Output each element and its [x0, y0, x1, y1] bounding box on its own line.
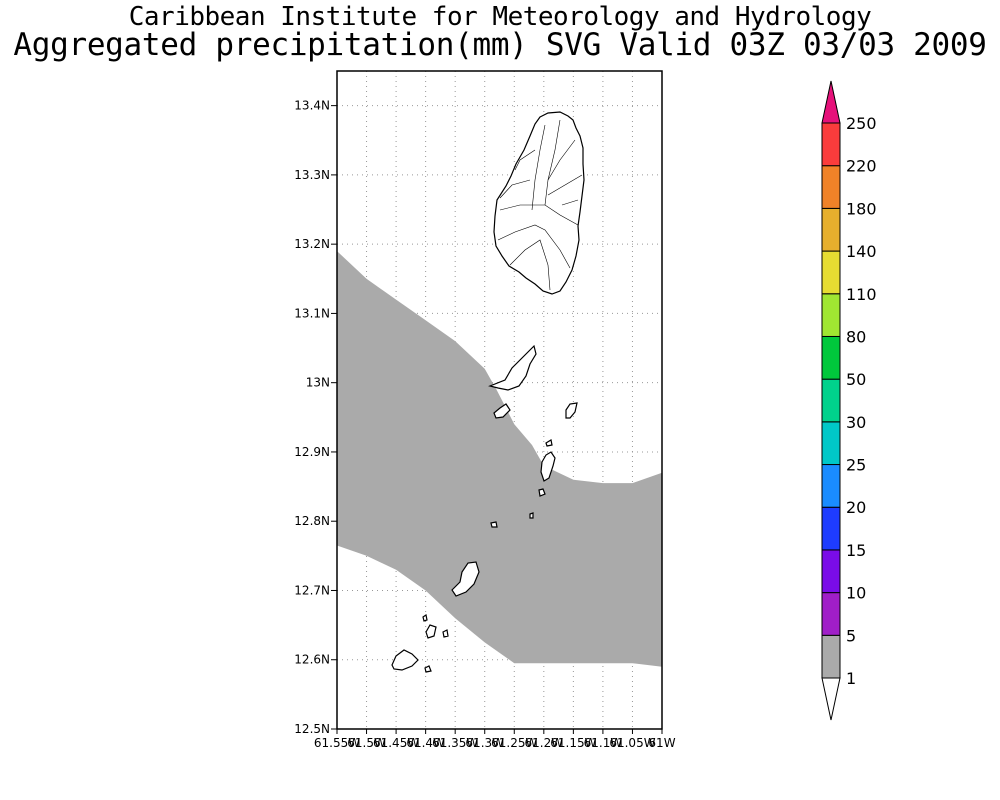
colorbar-label: 5 — [846, 626, 856, 645]
colorbar-label: 25 — [846, 456, 866, 475]
lat-tick-label: 13.3N — [294, 168, 330, 182]
latitude-axis: 12.5N 12.6N 12.7N 12.8N 12.9N 13N 13.1N 13.2N 13… — [294, 99, 337, 736]
lon-tick-label: 61.5W — [347, 736, 386, 750]
lon-tick-label: 61.45W — [373, 736, 419, 750]
colorbar-label: 50 — [846, 370, 866, 389]
small-isle-1 — [545, 439, 553, 447]
small-isle-4 — [442, 629, 449, 638]
colorbar-label: 30 — [846, 413, 866, 432]
colorbar-segment — [821, 378, 841, 423]
colorbar-label: 1 — [846, 669, 856, 688]
precipitation-band — [337, 251, 662, 667]
lat-tick-label: 12.9N — [294, 445, 330, 459]
colorbar-label: 10 — [846, 584, 866, 603]
mayreau-island — [540, 451, 556, 482]
union-island — [538, 488, 546, 497]
colorbar-label: 140 — [846, 242, 877, 261]
colorbar-label: 220 — [846, 157, 877, 176]
colorbar-label: 110 — [846, 285, 877, 304]
longitude-axis: 61.55W61.5W61.45W61.4W61.35W61.3W61.25W6… — [314, 729, 676, 750]
canouan-island — [565, 402, 578, 419]
map-frame — [336, 70, 663, 730]
lon-tick-label: 61.3W — [465, 736, 504, 750]
carriacou-island — [451, 561, 480, 597]
small-isle-2 — [490, 521, 498, 528]
island-outlines — [391, 111, 585, 673]
colorbar-segment — [821, 293, 841, 337]
colorbar-label: 250 — [846, 114, 877, 133]
lat-tick-label: 12.7N — [294, 583, 330, 597]
small-isle-5 — [424, 665, 432, 673]
lat-tick-label: 12.8N — [294, 514, 330, 528]
colorbar-over-triangle — [821, 80, 841, 124]
small-isle-6 — [422, 614, 428, 622]
colorbar-segment — [821, 207, 841, 252]
lon-tick-label: 61.55W — [314, 736, 360, 750]
small-isle-3 — [529, 512, 534, 519]
lon-tick-label: 61.1W — [584, 736, 623, 750]
lat-tick-label: 12.5N — [294, 722, 330, 736]
colorbar-label: 15 — [846, 541, 866, 560]
colorbar-segment — [821, 335, 841, 380]
petite-martinique-island — [425, 624, 437, 639]
lat-tick-label: 13.4N — [294, 99, 330, 113]
colorbar-segment — [821, 165, 841, 209]
lon-tick-label: 61.15W — [550, 736, 596, 750]
colorbar-segment — [821, 506, 841, 551]
colorbar-segment — [821, 122, 841, 167]
ronde-island — [391, 649, 419, 671]
mustique-island — [493, 403, 511, 419]
colorbar-segment — [821, 464, 841, 508]
lon-tick-label: 61.35W — [432, 736, 478, 750]
colorbar-segment — [821, 634, 841, 679]
lat-tick-label: 13.2N — [294, 237, 330, 251]
lon-tick-label: 61.05W — [609, 736, 655, 750]
lat-tick-label: 13N — [306, 376, 330, 390]
lon-tick-label: 61W — [648, 736, 675, 750]
colorbar-segment — [821, 250, 841, 295]
colorbar-label: 20 — [846, 498, 866, 517]
lat-tick-label: 12.6N — [294, 653, 330, 667]
colorbar-label: 80 — [846, 327, 866, 346]
lon-tick-label: 61.25W — [491, 736, 537, 750]
colorbar-segment — [821, 592, 841, 636]
map-title-line1: Caribbean Institute for Meteorology and … — [128, 2, 872, 32]
colorbar-under-triangle — [821, 677, 841, 721]
lon-tick-label: 61.2W — [525, 736, 564, 750]
bequia-island — [488, 344, 537, 391]
st-vincent-island — [493, 111, 585, 295]
colorbar-segment — [821, 549, 841, 594]
colorbar-label: 180 — [846, 199, 877, 218]
map-title-line2: Aggregated precipitation(mm) SVG Valid 0… — [13, 27, 987, 63]
lon-tick-label: 61.4W — [406, 736, 445, 750]
colorbar-segment — [821, 421, 841, 466]
lat-tick-label: 13.1N — [294, 306, 330, 320]
